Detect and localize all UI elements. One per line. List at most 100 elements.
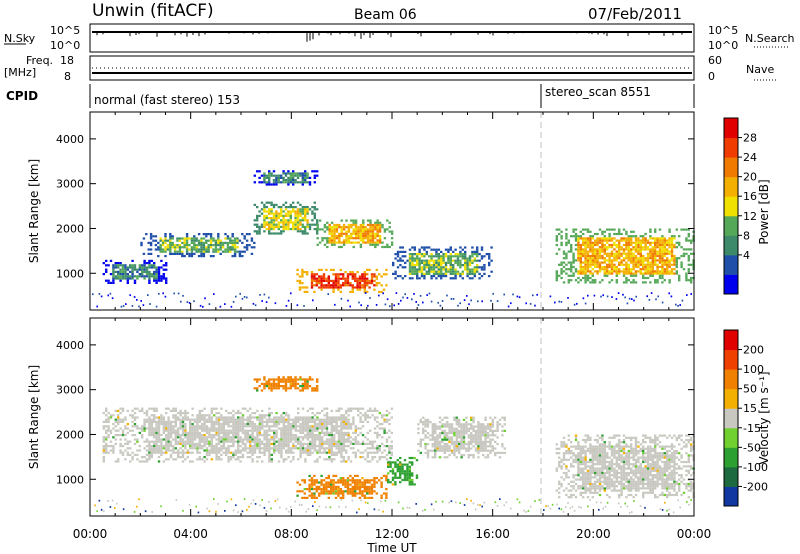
echo-cell [358, 485, 362, 488]
echo-cell [299, 449, 302, 452]
echo-cell [639, 241, 642, 244]
echo-cell [369, 429, 372, 432]
echo-cell [318, 425, 321, 428]
echo-cell [438, 416, 442, 419]
echo-cell [251, 458, 254, 461]
echo-cell [333, 416, 336, 419]
echo-cell [185, 248, 189, 251]
echo-cell [275, 212, 278, 215]
echo-cell [613, 243, 616, 247]
echo-cell [181, 250, 184, 253]
echo-cell [345, 219, 348, 222]
echo-cell [333, 427, 336, 430]
echo-cell [165, 458, 168, 461]
echo-cell [165, 420, 168, 423]
echo-cell [102, 451, 105, 454]
echo-cell [273, 416, 276, 419]
echo-cell [408, 465, 411, 468]
echo-cell [112, 414, 115, 417]
echo-cell [560, 261, 563, 264]
echo-cell [411, 257, 414, 260]
echo-cell [131, 277, 134, 280]
echo-cell [570, 268, 573, 271]
echo-cell [627, 272, 630, 275]
echo-cell [340, 245, 343, 249]
echo-cell [249, 438, 252, 441]
echo-cell [668, 270, 671, 273]
echo-cell [434, 456, 437, 459]
echo-cell [200, 252, 203, 255]
echo-cell [318, 431, 321, 434]
echo-cell [169, 409, 173, 412]
echo-cell [468, 272, 472, 275]
echo-cell [627, 235, 630, 238]
echo-cell [112, 423, 115, 426]
echo-cell [119, 268, 122, 271]
echo-cell [217, 416, 221, 419]
echo-cell [160, 279, 163, 282]
echo-cell [446, 456, 449, 459]
echo-cell [294, 425, 297, 428]
echo-cell [217, 427, 221, 430]
echo-cell [193, 244, 196, 247]
echo-cell [313, 429, 317, 432]
echo-cell [399, 463, 402, 466]
echo-cell [315, 279, 318, 282]
echo-cell [121, 431, 125, 434]
echo-cell [234, 423, 237, 426]
echo-cell [311, 434, 314, 437]
echo-cell [416, 255, 419, 258]
echo-cell [145, 270, 149, 273]
echo-cell [277, 445, 281, 448]
echo-cell [586, 246, 590, 249]
echo-cell [570, 261, 573, 264]
echo-cell [282, 203, 285, 206]
echo-cell [401, 255, 404, 258]
echo-cell [352, 447, 355, 450]
echo-cell [275, 447, 278, 450]
echo-cell [376, 434, 379, 437]
echo-cell [450, 451, 454, 454]
echo-cell [359, 451, 362, 454]
echo-cell [231, 244, 234, 247]
echo-cell [198, 458, 201, 461]
echo-cell [596, 254, 599, 258]
echo-cell [313, 483, 316, 486]
echo-cell [661, 265, 664, 269]
echo-cell [313, 440, 317, 443]
echo-cell [145, 458, 149, 461]
echo-cell [579, 270, 582, 273]
scatter-cell [529, 303, 532, 305]
echo-cell [301, 431, 305, 434]
echo-cell [490, 270, 493, 273]
echo-cell [385, 453, 389, 456]
echo-cell [670, 248, 674, 251]
echo-cell [562, 250, 566, 253]
echo-cell [220, 449, 223, 452]
echo-cell [440, 272, 443, 275]
echo-cell [296, 228, 300, 231]
echo-cell [401, 259, 404, 262]
echo-cell [186, 416, 189, 419]
echo-cell [256, 425, 259, 428]
echo-cell [306, 427, 309, 430]
echo-cell [157, 418, 161, 421]
echo-cell [183, 244, 186, 247]
colorbar-tick-label: 4 [743, 249, 750, 262]
echo-cell [323, 447, 326, 450]
echo-cell [260, 212, 264, 215]
echo-cell [685, 279, 688, 282]
echo-cell [418, 257, 421, 260]
scatter-cell [437, 301, 439, 304]
echo-cell [649, 270, 652, 273]
echo-cell [627, 257, 630, 260]
echo-cell [244, 429, 247, 432]
echo-cell [349, 409, 353, 412]
echo-cell [443, 449, 446, 452]
echo-cell [606, 254, 609, 258]
echo-cell [227, 431, 230, 434]
echo-cell [586, 274, 590, 277]
echo-cell [352, 245, 355, 249]
echo-cell [153, 407, 156, 410]
echo-cell [160, 266, 163, 269]
